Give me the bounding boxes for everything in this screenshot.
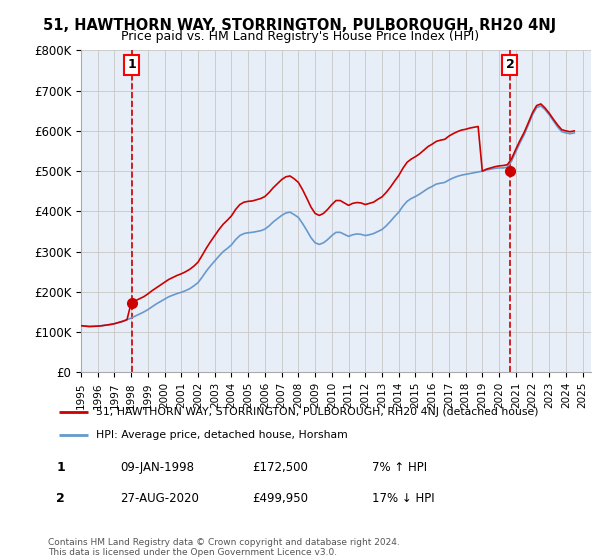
Text: £172,500: £172,500: [252, 460, 308, 474]
Text: Price paid vs. HM Land Registry's House Price Index (HPI): Price paid vs. HM Land Registry's House …: [121, 30, 479, 43]
Text: 09-JAN-1998: 09-JAN-1998: [120, 460, 194, 474]
Text: HPI: Average price, detached house, Horsham: HPI: Average price, detached house, Hors…: [95, 431, 347, 440]
Text: 27-AUG-2020: 27-AUG-2020: [120, 492, 199, 506]
Text: Contains HM Land Registry data © Crown copyright and database right 2024.
This d: Contains HM Land Registry data © Crown c…: [48, 538, 400, 557]
Text: 51, HAWTHORN WAY, STORRINGTON, PULBOROUGH, RH20 4NJ: 51, HAWTHORN WAY, STORRINGTON, PULBOROUG…: [43, 18, 557, 33]
Text: 1: 1: [56, 460, 65, 474]
Text: £499,950: £499,950: [252, 492, 308, 506]
Text: 2: 2: [506, 58, 514, 72]
Text: 17% ↓ HPI: 17% ↓ HPI: [372, 492, 434, 506]
Text: 1: 1: [127, 58, 136, 72]
Text: 51, HAWTHORN WAY, STORRINGTON, PULBOROUGH, RH20 4NJ (detached house): 51, HAWTHORN WAY, STORRINGTON, PULBOROUG…: [95, 407, 538, 417]
Text: 7% ↑ HPI: 7% ↑ HPI: [372, 460, 427, 474]
Text: 2: 2: [56, 492, 65, 506]
